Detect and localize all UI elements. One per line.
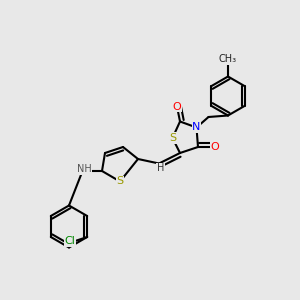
Text: S: S (169, 133, 176, 143)
Text: NH: NH (76, 164, 92, 175)
Text: CH₃: CH₃ (219, 54, 237, 64)
Text: O: O (210, 142, 219, 152)
Text: H: H (157, 163, 164, 173)
Text: Cl: Cl (64, 236, 76, 247)
Text: N: N (192, 122, 201, 133)
Text: O: O (172, 101, 182, 112)
Text: S: S (116, 176, 124, 187)
